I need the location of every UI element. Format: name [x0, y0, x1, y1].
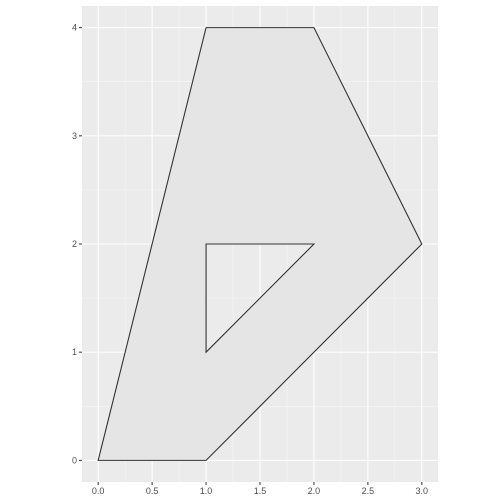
y-tick-label: 2 — [72, 239, 77, 249]
x-tick-label: 2.5 — [362, 486, 375, 496]
x-tick-label: 0.5 — [146, 486, 159, 496]
y-tick-label: 1 — [72, 347, 77, 357]
x-tick-label: 0.0 — [92, 486, 105, 496]
x-tick-label: 2.0 — [308, 486, 321, 496]
y-tick-label: 4 — [72, 23, 77, 33]
y-tick-label: 3 — [72, 131, 77, 141]
x-axis: 0.0 0.5 1.0 1.5 2.0 2.5 3.0 — [92, 482, 428, 496]
x-tick-label: 1.5 — [254, 486, 267, 496]
y-tick-label: 0 — [72, 455, 77, 465]
polygon-with-hole — [97, 27, 423, 461]
x-tick-label: 1.0 — [200, 486, 213, 496]
x-tick-label: 3.0 — [416, 486, 429, 496]
y-axis: 0 1 2 3 4 — [72, 23, 82, 465]
